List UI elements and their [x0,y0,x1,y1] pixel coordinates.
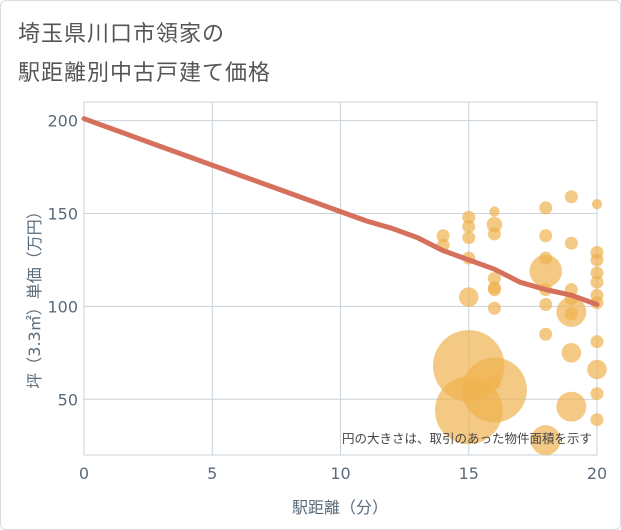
y-tick-label: 150 [47,204,78,223]
size-annotation: 円の大きさは、取引のあった物件面積を示す [342,431,592,446]
scatter-point [486,216,503,233]
scatter-point [591,198,603,210]
chart-title-line2: 駅距離別中古戸建て価格 [18,61,272,86]
scatter-point [564,236,578,250]
scatter-point [462,231,476,245]
x-tick-label: 10 [330,464,350,483]
scatter-point [489,206,500,217]
trend-line [81,116,600,307]
scatter-point [561,343,582,363]
y-tick-label: 200 [47,112,78,131]
grid-layer [83,101,598,456]
scatter-point [462,210,476,224]
x-tick-label: 5 [207,464,217,483]
scatter-point [539,229,553,243]
scatter-point [487,227,501,241]
scatter-point [529,254,562,288]
chart-title-line1: 埼玉県川口市領家の [18,22,226,47]
scatter-point [530,425,561,456]
scatter-point [556,391,587,422]
scatter-point [564,307,578,321]
scatter-point [590,335,604,349]
scatter-point [590,387,604,401]
scatter-point [539,327,553,341]
scatter-point [459,287,479,307]
scatter-point [590,266,604,280]
scatter-point [461,357,527,423]
scatter-point [539,298,553,312]
point-layer [433,190,607,456]
x-tick-label: 15 [459,464,479,483]
y-tick-label: 50 [58,390,78,409]
y-axis-label: 坪（3.3㎡）単価（万円） [25,203,44,388]
scatter-point [590,253,604,267]
y-tick-label: 100 [47,297,78,316]
scatter-point [590,275,604,289]
scatter-point [487,301,501,315]
scatter-point [587,359,607,380]
scatter-point [487,272,501,285]
trend-layer [81,116,600,307]
scatter-point [487,283,501,297]
scatter-point [564,190,578,204]
x-axis-label: 駅距離（分） [292,498,388,517]
axis-layer: 0 5 10 15 20 50 100 150 200 [47,112,607,483]
scatter-point [590,413,604,427]
scatter-point [487,376,501,390]
scatter-point [436,229,450,243]
x-tick-label: 0 [79,464,89,483]
x-tick-label: 20 [587,464,607,483]
scatter-point [462,219,476,233]
scatter-point [539,201,553,215]
scatter-point [539,251,553,265]
